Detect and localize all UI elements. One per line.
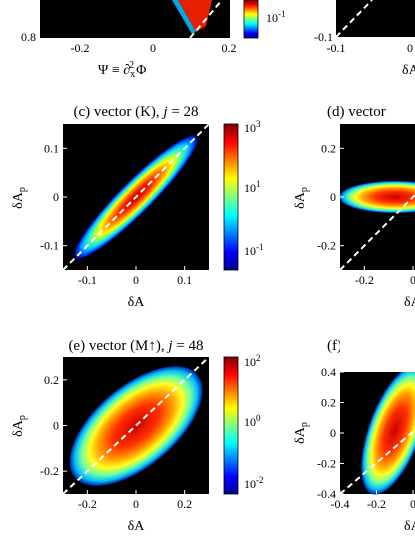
- panel-c-colorbar-tick-2: 10-1: [244, 242, 264, 258]
- panel-e-ylabel: δAp: [11, 415, 28, 437]
- panel-f-ytick-label-0: 0.4: [321, 365, 336, 379]
- panel-d-fragment: (d) vector -0.2 0 0.2 0 -0.2 δAp δA: [293, 104, 415, 310]
- panel-d-ytick-label-2: -0.2: [317, 239, 336, 253]
- panel-b-diagonal-line: [335, 0, 373, 38]
- panel-e-ytick-label-2: -0.2: [40, 464, 59, 478]
- panel-a-colorbar: [243, 0, 259, 39]
- panel-c-colorbar: [223, 123, 239, 271]
- panel-a-ytick-label: 0.8: [21, 30, 36, 44]
- panel-e-ytick-label-1: 0: [53, 419, 59, 433]
- panel-f-xtick-label-2: 0: [410, 497, 415, 511]
- panel-d-xlabel: δA: [404, 295, 415, 310]
- panel-c-ytick-label-0: -0.1: [40, 239, 59, 253]
- panel-b-xtick-label-0: -0.1: [327, 41, 346, 55]
- panel-e-ytick-label-0: 0.2: [44, 373, 59, 387]
- panel-e-colorbar-tick-0: 102: [244, 353, 261, 369]
- panel-a-density-blob: [178, 0, 212, 32]
- panel-a-colorbar-tick: 10-1: [266, 9, 286, 25]
- panel-f-fragment: (f) vector -0.4-0.200.40.20-0.2-0.4 δAp …: [293, 338, 415, 534]
- panel-e-title: (e) vector (M↑), j = 48: [68, 338, 203, 354]
- panel-d-ytick-label-0: 0.2: [321, 141, 336, 155]
- panel-d-diagonal-line: [339, 194, 415, 271]
- panel-c-ytick-label-2: 0.1: [44, 141, 59, 155]
- panel-c-title: (c) vector (K), j = 28: [73, 104, 198, 120]
- panel-a-density-edge: [172, 0, 196, 34]
- panel-e-colorbar-tick-1: 100: [244, 413, 261, 429]
- panel-a-xtick-label-2: 0.2: [222, 41, 237, 55]
- panel-c-ylabel: δAp: [11, 187, 28, 209]
- panel-d-ylabel: δAp: [293, 187, 310, 209]
- panel-e-colorbar: [223, 356, 239, 495]
- panel-d-xtick-label-1: 0: [410, 273, 415, 287]
- panel-d-ytick-label-1: 0: [330, 190, 336, 204]
- panel-e-xtick-label-0: -0.2: [78, 497, 97, 511]
- panel-f-ytick-label-1: 0.2: [321, 396, 336, 410]
- panel-a-xlabel: Ψ ≡ ∂x2 Φ: [98, 60, 146, 80]
- panel-b-ytick-label: -0.1: [314, 30, 333, 44]
- panel-c-colorbar-tick-0: 103: [244, 119, 261, 135]
- panel-d-xtick-label-0: -0.2: [355, 273, 374, 287]
- panel-f-diagonal-line: [339, 429, 415, 495]
- panel-e-colorbar-tick-2: 10-2: [244, 475, 264, 491]
- panel-f-xlabel: δA: [404, 519, 415, 534]
- panel-d-title: (d) vector: [327, 104, 386, 120]
- panel-f-ylabel: δAp: [293, 422, 310, 444]
- panel-c-ytick-label-1: 0: [53, 190, 59, 204]
- panel-f-ytick-label-2: 0: [330, 426, 336, 440]
- panel-f-ytick-label-3: -0.2: [317, 457, 336, 471]
- panel-d-density-band: [339, 181, 415, 213]
- panel-c-xtick-label-1: 0: [133, 273, 139, 287]
- panel-c-xtick-label-0: -0.1: [78, 273, 97, 287]
- panel-e: (e) vector (M↑), j = 48 -0.2 0 0.2 0.2 0 -0.2…: [11, 338, 264, 534]
- panel-a-diagonal-line: [189, 0, 223, 39]
- panel-e-xtick-label-1: 0: [133, 497, 139, 511]
- panel-c-xtick-label-2: 0.1: [177, 273, 192, 287]
- panel-c-colorbar-tick-1: 101: [244, 179, 261, 195]
- panel-a-fragment: 0.8 -0.2 0 0.2 Ψ ≡ ∂x2 Φ 10-1: [21, 0, 286, 80]
- panel-b-xlabel: δA: [402, 63, 415, 78]
- panel-c-xlabel: δA: [128, 295, 146, 310]
- panel-c: (c) vector (K), j = 28 -0.1 0 0.1-0.100.1 …: [11, 104, 264, 310]
- panel-f-ytick-label-4: -0.4: [317, 487, 336, 501]
- panel-c-diagonal-line: [62, 123, 210, 271]
- panel-b-xtick-label-1: 0: [407, 41, 413, 55]
- panel-a-xtick-label-1: 0: [150, 41, 156, 55]
- panel-e-xtick-label-2: 0.2: [177, 497, 192, 511]
- panel-b-fragment: -0.1 -0.1 0 δA: [314, 0, 415, 78]
- panel-d-mask-left: [300, 170, 340, 230]
- panel-e-diagonal-line: [62, 356, 210, 495]
- panel-f-density-blob: [361, 365, 415, 495]
- panel-e-xlabel: δA: [128, 519, 146, 534]
- panel-b-plot-area: [336, 0, 415, 37]
- panel-f-mask-top: [340, 340, 415, 372]
- panel-a-xtick-label-0: -0.2: [71, 41, 90, 55]
- panel-f-xtick-label-0: -0.4: [331, 497, 350, 511]
- panel-f-xtick-label-1: -0.2: [367, 497, 386, 511]
